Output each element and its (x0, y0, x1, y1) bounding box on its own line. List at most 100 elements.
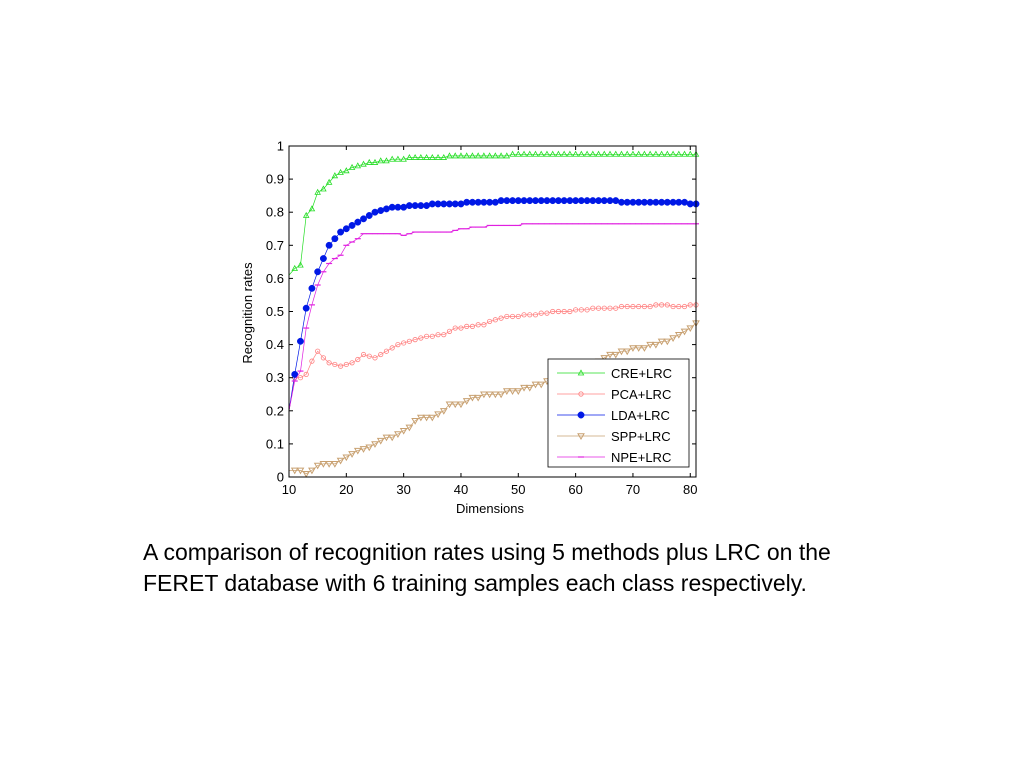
data-point-spp-lrc (439, 408, 448, 415)
legend-entry-spp-lrc: SPP+LRC (557, 429, 671, 444)
data-point-cre-lrc (291, 264, 299, 271)
y-tick-label: 0 (277, 470, 284, 485)
data-point-pca-lrc (509, 313, 516, 320)
data-point-cre-lrc (509, 150, 516, 157)
legend-entry-lda-lrc: LDA+LRC (557, 408, 670, 423)
data-point-pca-lrc (521, 312, 527, 318)
y-tick-label: 0.4 (266, 337, 284, 352)
data-point-lda-lrc (348, 221, 356, 229)
y-tick-label: 0.3 (266, 370, 284, 385)
data-point-spp-lrc (623, 348, 632, 356)
legend-marker-lda-lrc (577, 411, 585, 419)
data-point-cre-lrc (641, 150, 648, 157)
data-point-lda-lrc (451, 200, 459, 208)
data-point-pca-lrc (360, 351, 367, 358)
data-point-cre-lrc (532, 150, 539, 157)
data-point-spp-lrc (629, 345, 637, 352)
data-point-pca-lrc (653, 302, 659, 308)
data-point-pca-lrc (487, 318, 493, 325)
data-point-pca-lrc (555, 308, 562, 315)
data-point-pca-lrc (636, 303, 642, 310)
series-npe-lrc (288, 223, 699, 411)
data-point-lda-lrc (319, 255, 327, 262)
data-point-spp-lrc (640, 345, 649, 352)
data-point-cre-lrc (446, 152, 453, 159)
data-point-lda-lrc (658, 198, 666, 206)
data-point-spp-lrc (497, 391, 505, 399)
data-point-lda-lrc (537, 197, 545, 205)
data-point-pca-lrc (647, 303, 653, 310)
data-point-lda-lrc (486, 198, 494, 206)
data-point-spp-lrc (348, 451, 356, 458)
data-point-cre-lrc (503, 152, 511, 159)
data-point-lda-lrc (457, 200, 465, 208)
y-tick-label: 1 (277, 139, 284, 154)
data-point-pca-lrc (584, 307, 590, 313)
data-point-cre-lrc (543, 150, 551, 157)
data-point-cre-lrc (343, 167, 350, 174)
data-point-spp-lrc (520, 384, 528, 392)
data-point-cre-lrc (371, 158, 379, 165)
data-point-pca-lrc (498, 315, 504, 321)
data-point-spp-lrc (462, 398, 471, 405)
data-point-pca-lrc (349, 360, 355, 366)
data-point-pca-lrc (315, 348, 321, 354)
data-point-pca-lrc (458, 325, 464, 331)
data-point-pca-lrc (664, 302, 670, 308)
x-tick-label: 50 (511, 482, 525, 497)
data-point-pca-lrc (441, 332, 447, 338)
data-point-pca-lrc (464, 323, 470, 329)
data-point-pca-lrc (578, 307, 584, 313)
data-point-lda-lrc (612, 197, 620, 205)
data-point-pca-lrc (378, 351, 384, 358)
data-point-pca-lrc (446, 328, 453, 334)
data-point-spp-lrc (611, 351, 620, 359)
data-point-cre-lrc (549, 150, 556, 157)
data-point-lda-lrc (331, 235, 339, 243)
data-point-spp-lrc (617, 348, 626, 356)
data-point-pca-lrc (332, 361, 338, 368)
data-point-lda-lrc (297, 337, 304, 345)
data-point-cre-lrc (440, 153, 448, 160)
figure-caption: A comparison of recognition rates using … (143, 539, 831, 596)
data-point-spp-lrc (388, 434, 397, 442)
y-tick-label: 0.6 (266, 271, 284, 286)
data-point-pca-lrc (452, 325, 458, 331)
x-tick-label: 40 (454, 482, 468, 497)
data-point-lda-lrc (468, 198, 476, 206)
data-point-cre-lrc (429, 153, 436, 160)
data-point-lda-lrc (342, 225, 350, 233)
series-layer (288, 150, 700, 478)
data-point-pca-lrc (641, 303, 648, 310)
data-point-spp-lrc (296, 467, 305, 475)
data-point-cre-lrc (560, 150, 568, 157)
y-tick-label: 0.7 (266, 238, 284, 253)
data-point-lda-lrc (377, 207, 385, 214)
data-point-cre-lrc (469, 152, 476, 159)
x-tick-label: 20 (339, 482, 353, 497)
data-point-lda-lrc (618, 198, 625, 206)
data-point-pca-lrc (395, 341, 401, 348)
data-point-cre-lrc (572, 150, 579, 157)
data-point-cre-lrc (480, 152, 488, 159)
data-point-pca-lrc (383, 348, 390, 354)
data-point-lda-lrc (325, 241, 333, 249)
legend-entry-npe-lrc: NPE+LRC (557, 450, 671, 465)
data-point-pca-lrc (366, 353, 372, 359)
data-point-cre-lrc (595, 150, 602, 157)
data-point-cre-lrc (555, 150, 562, 157)
data-point-pca-lrc (687, 302, 693, 308)
data-point-pca-lrc (659, 302, 665, 308)
data-point-lda-lrc (629, 198, 637, 206)
legend-marker-cre-lrc (577, 369, 585, 376)
data-point-spp-lrc (359, 446, 368, 453)
x-tick-label: 70 (626, 482, 640, 497)
data-point-spp-lrc (319, 461, 328, 468)
data-point-cre-lrc (515, 150, 522, 157)
data-point-cre-lrc (406, 153, 413, 160)
axis-ticks: 10 20 30 40 50 60 70 80 0 0.1 0.2 0.3 0.4 0.5 0.6 0.7 0.… (266, 139, 698, 498)
data-point-cre-lrc (463, 152, 470, 159)
data-point-lda-lrc (595, 197, 602, 205)
data-point-lda-lrc (572, 197, 580, 205)
data-point-cre-lrc (383, 157, 390, 164)
